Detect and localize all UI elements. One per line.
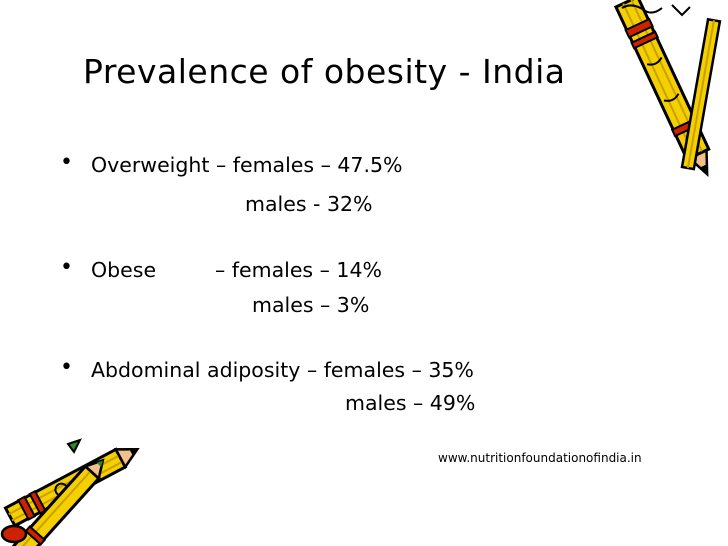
bullet-females-value: – females – 14%: [215, 258, 382, 282]
bullet-obese-label: Obese: [91, 258, 157, 282]
bullet-males-value: males – 3%: [252, 293, 370, 317]
bullet-males-value: males – 49%: [345, 391, 476, 415]
bullet-overweight: Overweight – females – 47.5%: [91, 153, 403, 177]
bullet-label: Abdominal adiposity: [91, 358, 301, 382]
bullet-females-value: – females – 35%: [306, 358, 474, 382]
pencils-clipart-icon: [0, 438, 140, 546]
source-url: www.nutritionfoundationofindia.in: [438, 451, 642, 465]
bullet-females-value: – females – 47.5%: [215, 153, 403, 177]
pencil-clipart-icon: [613, 0, 722, 177]
bullet-label: Overweight: [91, 153, 210, 177]
bullet-icon: •: [60, 355, 73, 380]
bullet-males-value: males - 32%: [245, 192, 373, 216]
bullet-abdominal: Abdominal adiposity – females – 35%: [91, 358, 474, 382]
slide-title: Prevalence of obesity - India: [83, 52, 566, 91]
bullet-icon: •: [60, 255, 73, 280]
bullet-icon: •: [60, 150, 73, 175]
